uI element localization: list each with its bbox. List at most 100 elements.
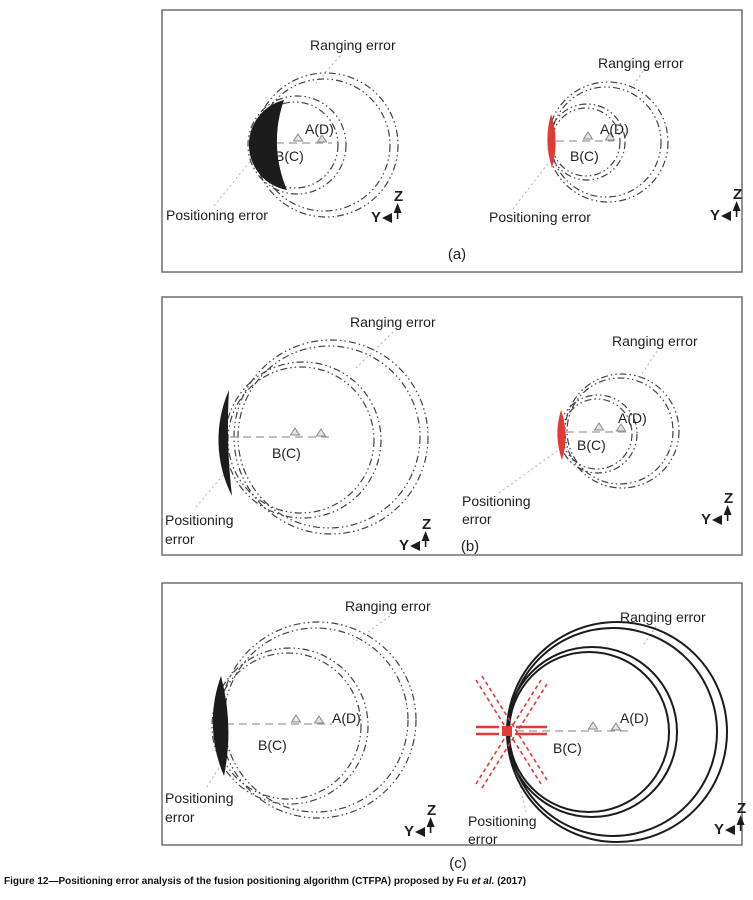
- leader-line: [498, 450, 558, 494]
- yz-axis-indicator: ZY: [701, 490, 733, 528]
- axis-y-label: Y: [701, 511, 711, 528]
- panel-a-box: [161, 9, 743, 273]
- anchor-triangle-marker: [610, 722, 622, 731]
- anchor-triangle-marker: [315, 428, 327, 437]
- leader-line: [315, 55, 341, 84]
- label-ranging-error: Ranging error: [620, 609, 706, 625]
- label-positioning-error: Positioning: [165, 790, 234, 806]
- positioning-error-crescent: [547, 114, 556, 168]
- panel-c: (c) A(D) B(C) Ranging error Positioning error…: [161, 582, 746, 872]
- anchor-triangle-marker: [316, 134, 328, 143]
- ranging-error-circle: [257, 78, 391, 212]
- axis-z-label: Z: [737, 800, 746, 817]
- leader-line: [206, 757, 226, 788]
- anchor-triangle-marker: [587, 721, 599, 730]
- anchor-triangle-marker: [292, 133, 304, 142]
- label-bc: B(C): [553, 740, 582, 756]
- axis-z-arrow-icon: [426, 817, 435, 827]
- ranging-error-circle: [558, 394, 638, 474]
- axis-z-label: Z: [724, 490, 733, 507]
- label-ad: A(D): [618, 410, 647, 426]
- yz-axis-indicator: ZY: [404, 802, 436, 840]
- anchor-triangle-marker: [604, 132, 616, 141]
- caption-year: (2017): [494, 876, 527, 887]
- axis-y-arrow-icon: [721, 211, 731, 221]
- positioning-error-star: [475, 675, 548, 789]
- axis-y-label: Y: [714, 821, 724, 838]
- label-positioning-error: Positioning: [165, 512, 234, 528]
- label-positioning-error-line2: error: [165, 809, 195, 825]
- yz-axis-indicator: ZY: [710, 186, 742, 224]
- anchor-triangle-marker: [289, 427, 301, 436]
- label-bc: B(C): [577, 437, 606, 453]
- panel-b-tag: (b): [461, 538, 479, 555]
- label-ranging-error: Ranging error: [350, 314, 436, 330]
- ranging-error-circle: [566, 377, 674, 485]
- axis-y-label: Y: [710, 207, 720, 224]
- leader-line: [355, 331, 394, 369]
- ranging-error-circle: [211, 647, 369, 805]
- axis-z-label: Z: [422, 516, 431, 533]
- anchor-triangle-marker: [593, 422, 605, 431]
- panel-a-tag: (a): [448, 246, 466, 263]
- diagram-b-left: B(C) Ranging error Positioning error ZY: [165, 314, 436, 554]
- axis-y-arrow-icon: [725, 825, 735, 835]
- positioning-error-crescent: [248, 100, 287, 190]
- axis-z-arrow-icon: [723, 505, 732, 515]
- axis-z-arrow-stem: [739, 823, 742, 831]
- caption-etal: et al.: [471, 876, 495, 887]
- ranging-error-circle: [564, 373, 680, 489]
- label-bc: B(C): [272, 445, 301, 461]
- label-ranging-error: Ranging error: [310, 37, 396, 53]
- leader-line: [195, 473, 225, 508]
- axis-z-arrow-icon: [736, 815, 745, 825]
- panel-b: (b)B(C)Ranging errorPositioningerrorZYA(…: [161, 296, 743, 556]
- axis-z-label: Z: [427, 802, 436, 819]
- axis-z-arrow-icon: [732, 201, 741, 211]
- anchor-triangle-marker: [582, 131, 594, 140]
- label-positioning-error-line2: error: [165, 531, 195, 547]
- axis-y-arrow-icon: [382, 213, 392, 223]
- ranging-error-circle: [247, 95, 347, 195]
- yz-axis-indicator: ZY: [714, 800, 746, 838]
- axis-z-arrow-icon: [393, 203, 402, 213]
- figure-caption: Figure 12—Positioning error analysis of …: [4, 876, 744, 887]
- label-bc: B(C): [258, 737, 287, 753]
- diagram-c-left: A(D) B(C) Ranging error Positioning error ZY: [165, 598, 436, 840]
- label-bc: B(C): [570, 148, 599, 164]
- axis-y-label: Y: [371, 209, 381, 226]
- positioning-error-crescent: [212, 676, 229, 776]
- axis-z-label: Z: [394, 188, 403, 205]
- panel-c-tag: (c): [449, 855, 467, 872]
- anchor-triangle-marker: [290, 714, 302, 723]
- diagram-c-right: A(D) B(C) Ranging error Positioning error ZY: [468, 609, 746, 847]
- axis-y-arrow-icon: [410, 541, 420, 551]
- panel-b-box: [161, 296, 743, 556]
- positioning-error-crescent: [218, 390, 232, 496]
- axis-z-arrow-stem: [726, 513, 729, 521]
- label-ad: A(D): [305, 121, 334, 137]
- leader-line: [213, 152, 258, 207]
- label-positioning-error-line2: error: [462, 511, 492, 527]
- label-ad: A(D): [600, 121, 629, 137]
- axis-y-arrow-icon: [415, 827, 425, 837]
- ranging-error-circle: [253, 72, 399, 218]
- yz-axis-indicator: ZY: [371, 188, 403, 226]
- ranging-error-circle: [224, 361, 382, 519]
- ranging-error-circle: [547, 81, 669, 203]
- diagram-a-left: A(D)B(C) Ranging error Positioning error ZY: [166, 37, 403, 226]
- label-ranging-error: Ranging error: [345, 598, 431, 614]
- yz-axis-indicator: ZY: [399, 516, 431, 554]
- label-positioning-error: Positioning error: [489, 209, 591, 225]
- axis-z-arrow-stem: [424, 539, 427, 547]
- diagram-a-right: A(D)B(C) Ranging error Positioning error ZY: [489, 55, 742, 225]
- axis-z-label: Z: [733, 186, 742, 203]
- label-bc: B(C): [275, 148, 304, 164]
- leader-line: [641, 625, 657, 648]
- axis-z-arrow-stem: [396, 211, 399, 219]
- label-ad: A(D): [620, 710, 649, 726]
- leader-line: [628, 70, 644, 93]
- caption-text: Figure 12—Positioning error analysis of …: [4, 876, 472, 887]
